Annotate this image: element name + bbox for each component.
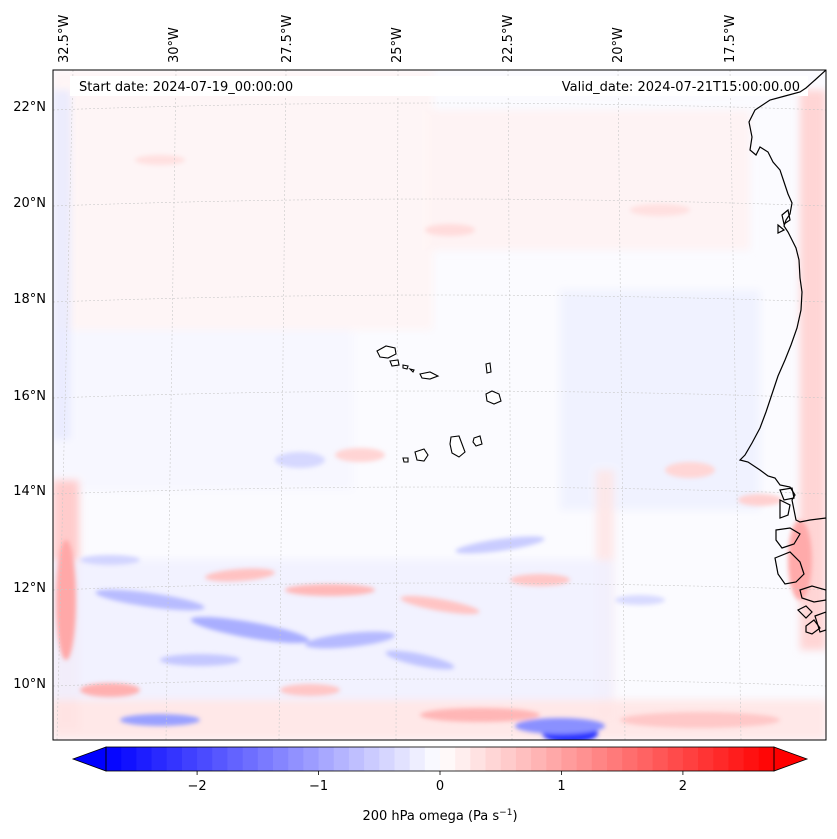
colorbar: −2 −1 0 1 2 200 hPa omega (Pa s−1) xyxy=(71,746,809,824)
lat-label: 18°N xyxy=(13,292,46,307)
colorbar-cell xyxy=(242,747,259,771)
colorbar-cell xyxy=(485,747,502,771)
colorbar-cell xyxy=(607,747,623,771)
lon-label: 25°W xyxy=(390,27,405,63)
colorbar-cell xyxy=(424,747,441,771)
colorbar-cell xyxy=(455,747,471,771)
omega-field-streaks xyxy=(56,155,812,740)
lon-label: 27.5°W xyxy=(280,15,295,63)
colorbar-cell xyxy=(713,747,730,771)
colorbar-high-extension xyxy=(773,746,809,772)
colorbar-label: 200 hPa omega (Pa s−1) xyxy=(362,808,517,824)
lat-label: 10°N xyxy=(13,677,46,692)
colorbar-cell xyxy=(166,747,183,771)
colorbar-cell xyxy=(440,747,456,771)
colorbar-cell xyxy=(728,747,745,771)
lat-label: 22°N xyxy=(13,100,46,115)
colorbar-cell xyxy=(257,747,274,771)
colorbar-cell xyxy=(546,747,563,771)
colorbar-cell xyxy=(500,747,517,771)
colorbar-cell xyxy=(181,747,198,771)
lon-label: 32.5°W xyxy=(57,15,72,63)
colorbar-cell xyxy=(591,747,608,771)
omega-field-map: Start date: 2024-07-19_00:00:00 Valid_da… xyxy=(53,70,826,740)
african-coastline xyxy=(738,70,826,635)
colorbar-cell xyxy=(515,747,532,771)
colorbar-cell xyxy=(151,747,168,771)
start-date-label: Start date: 2024-07-19_00:00:00 xyxy=(79,80,293,95)
colorbar-cell xyxy=(364,747,380,771)
lon-label: 20°W xyxy=(611,27,626,63)
lon-label: 22.5°W xyxy=(501,15,516,63)
colorbar-cell xyxy=(682,747,699,771)
colorbar-cell xyxy=(212,747,229,771)
colorbar-cell xyxy=(318,747,335,771)
colorbar-cell xyxy=(667,747,684,771)
lon-label: 30°W xyxy=(167,27,182,63)
colorbar-cell xyxy=(743,747,760,771)
colorbar-cell xyxy=(637,747,654,771)
colorbar-cell xyxy=(379,747,396,771)
colorbar-cell xyxy=(303,747,320,771)
valid-date-label: Valid_date: 2024-07-21T15:00:00.00 xyxy=(562,80,800,95)
colorbar-cells xyxy=(106,747,775,771)
lat-label: 14°N xyxy=(13,484,46,499)
colorbar-cell xyxy=(333,747,350,771)
colorbar-cell xyxy=(576,747,593,771)
colorbar-cell xyxy=(758,747,775,771)
colorbar-cell xyxy=(531,747,547,771)
date-header-band xyxy=(70,76,808,96)
colorbar-tick-label: 0 xyxy=(436,779,444,794)
colorbar-cell xyxy=(622,747,638,771)
colorbar-cell xyxy=(288,747,304,771)
colorbar-cell xyxy=(273,747,289,771)
colorbar-cell xyxy=(121,747,137,771)
colorbar-tick-label: 2 xyxy=(679,779,687,794)
longitude-axis-labels: 32.5°W 30°W 27.5°W 25°W 22.5°W 20°W 17.5… xyxy=(57,15,738,63)
colorbar-cell xyxy=(227,747,244,771)
colorbar-cell xyxy=(394,747,411,771)
colorbar-cell xyxy=(470,747,487,771)
map-frame xyxy=(52,69,827,741)
colorbar-cell xyxy=(652,747,669,771)
lon-label: 17.5°W xyxy=(723,15,738,63)
omega-field-shading xyxy=(53,70,826,740)
lat-label: 20°N xyxy=(13,196,46,211)
colorbar-ticks: −2 −1 0 1 2 xyxy=(188,771,687,794)
colorbar-cell xyxy=(348,747,365,771)
colorbar-tick-label: −1 xyxy=(309,779,328,794)
colorbar-cell xyxy=(136,747,153,771)
lat-label: 12°N xyxy=(13,581,46,596)
colorbar-tick-label: 1 xyxy=(557,779,565,794)
colorbar-cell xyxy=(698,747,714,771)
cape-verde-islands xyxy=(376,345,502,463)
colorbar-cell xyxy=(561,747,578,771)
lat-label: 16°N xyxy=(13,389,46,404)
colorbar-tick-label: −2 xyxy=(188,779,207,794)
latitude-axis-labels: 22°N 20°N 18°N 16°N 14°N 12°N 10°N xyxy=(13,100,46,692)
colorbar-cell xyxy=(197,747,213,771)
colorbar-cell xyxy=(409,747,426,771)
colorbar-low-extension xyxy=(71,746,107,772)
colorbar-cell xyxy=(106,747,122,771)
